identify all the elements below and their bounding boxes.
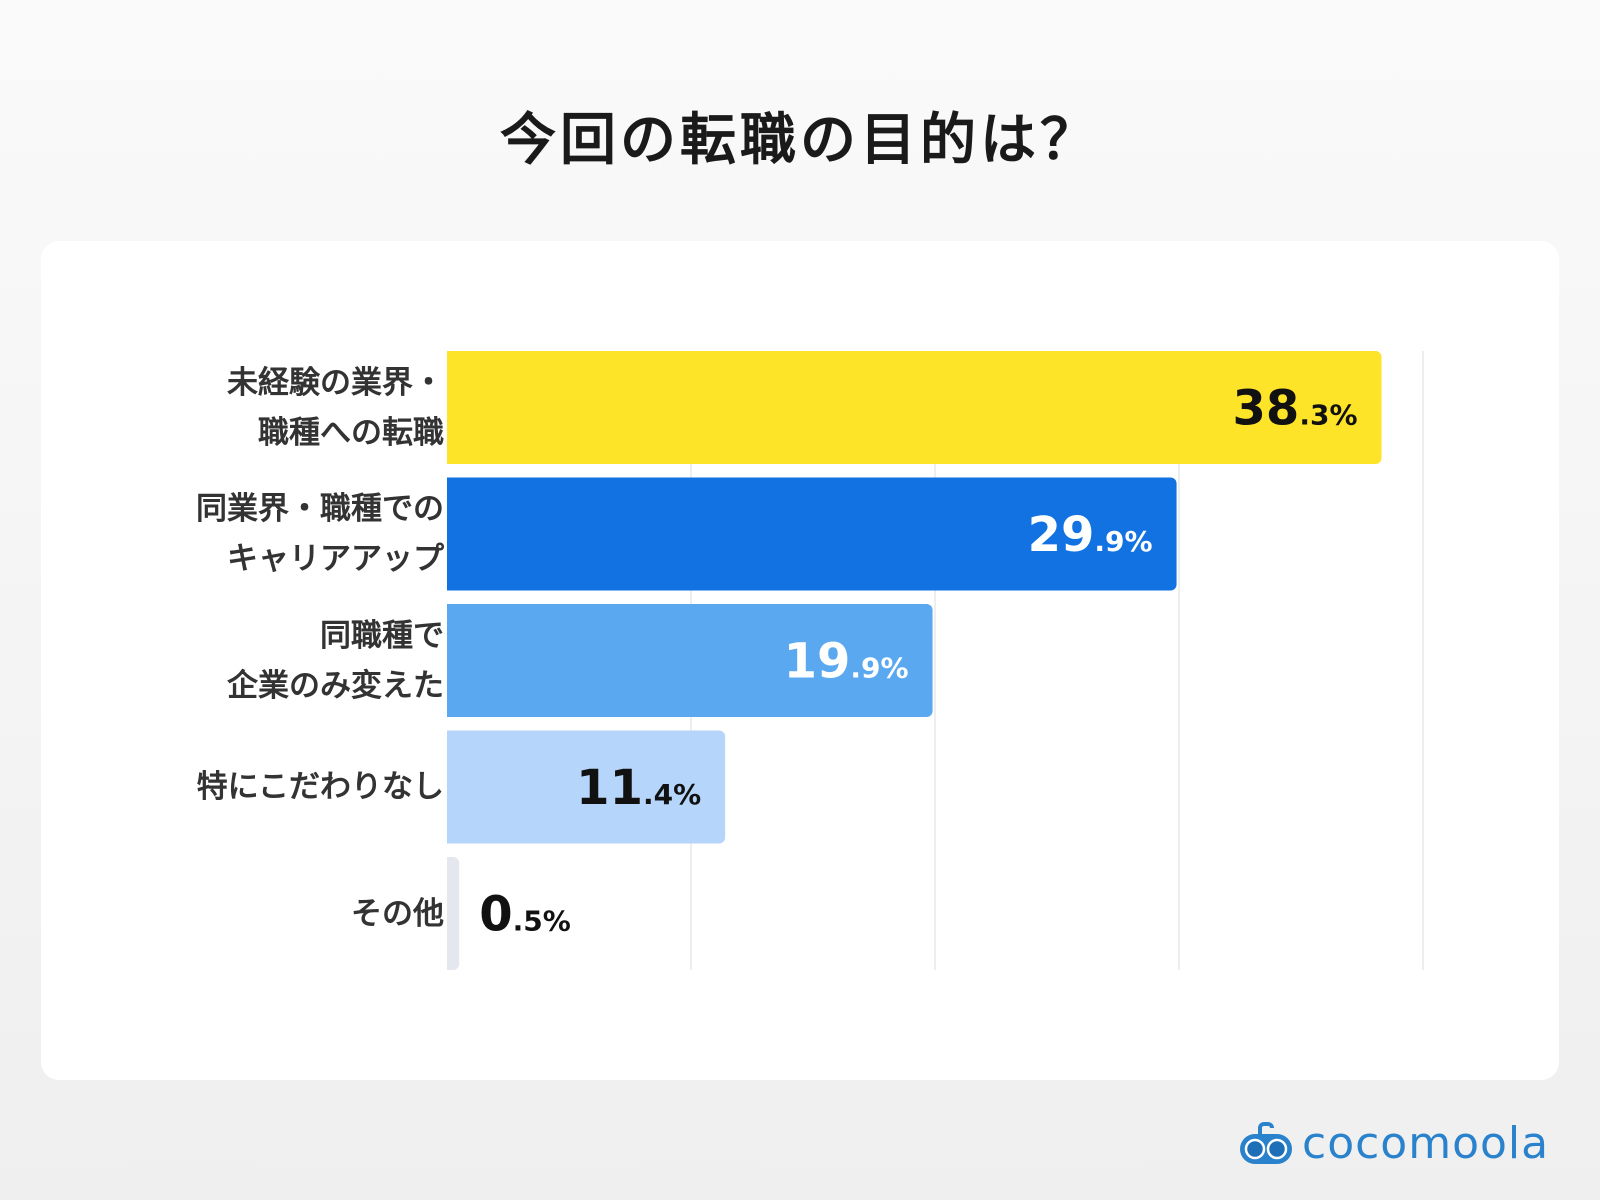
bar (447, 730, 726, 844)
bar (447, 604, 933, 717)
logo-text: cocomoola (1302, 1118, 1550, 1169)
category-label: その他 (351, 895, 444, 932)
category-label: 未経験の業界・ 職種への転職 (227, 364, 444, 451)
category-label: 同職種で 企業のみ変えた (227, 617, 444, 704)
value-label: 0.5% (479, 887, 571, 943)
category-label: 特にこだわりなし (196, 769, 444, 805)
value-label: 29.9% (1028, 507, 1153, 563)
value-label: 19.9% (784, 634, 909, 690)
value-label: 11.4% (576, 760, 701, 816)
cocomoola-logo: cocomoola (1238, 1118, 1549, 1169)
value-label: 38.3% (1233, 381, 1358, 437)
category-label: 同業界・職種での キャリアアップ (196, 491, 444, 577)
bar (447, 857, 460, 970)
bar-chart: 38.3% 29.9% 19.9% 11.4% 0.5% (447, 351, 1424, 970)
logo-icon (1240, 1121, 1292, 1164)
bar (447, 477, 1177, 591)
chart-title: 今回の転職の目的は？ (500, 108, 1100, 173)
bar (447, 351, 1382, 464)
chart-card: 38.3% 29.9% 19.9% 11.4% 0.5% 未経験の業界・ 職種への転職同… (41, 241, 1559, 1080)
